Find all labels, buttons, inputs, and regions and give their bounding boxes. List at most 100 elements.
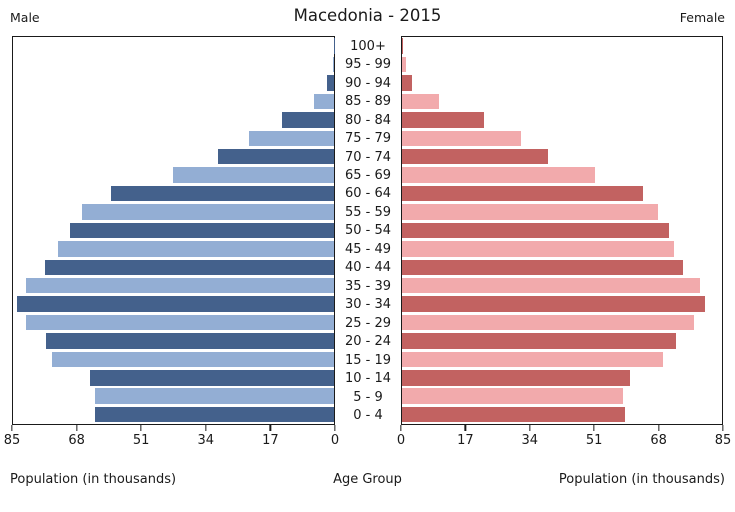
female-bar — [402, 351, 664, 368]
female-bar — [402, 277, 700, 294]
age-group-axis: 100+ 95 - 99 90 - 94 85 - 89 80 - 84 75 - 79 7… — [335, 36, 401, 425]
age-group-label: 100+ — [350, 38, 386, 54]
male-bar-row — [13, 387, 334, 405]
axis-tick — [464, 425, 467, 431]
axis-tick-label: 51 — [585, 433, 603, 448]
male-bar-row — [13, 184, 334, 202]
age-group-label: 60 - 64 — [344, 186, 392, 202]
male-bar-row — [13, 332, 334, 350]
female-bar — [402, 333, 677, 349]
male-bar-row — [13, 369, 334, 387]
female-bar-row — [402, 240, 722, 258]
male-bar-row — [13, 221, 334, 239]
chart-title: Macedonia - 2015 — [293, 6, 442, 25]
male-bar — [281, 112, 334, 128]
female-bar-row — [402, 203, 722, 221]
axis-tick-label: 0 — [396, 433, 406, 448]
age-group-label: 25 - 29 — [344, 315, 392, 331]
axis-tick — [657, 425, 660, 431]
male-bar — [313, 93, 334, 110]
age-group-label: 75 - 79 — [344, 131, 392, 147]
axis-tick-label: 0 — [330, 433, 340, 448]
age-group-label: 10 - 14 — [344, 371, 392, 387]
male-bar — [45, 259, 334, 276]
age-group-axis-title: Age Group — [333, 472, 402, 487]
age-group-label: 40 - 44 — [344, 260, 392, 276]
male-bar-row — [13, 240, 334, 258]
chart-header: Male Macedonia - 2015 Female — [10, 6, 725, 25]
male-bar-row — [13, 276, 334, 294]
female-bar — [402, 406, 625, 423]
axis-tick-label: 68 — [650, 433, 667, 448]
female-bar-row — [402, 92, 722, 110]
male-bar-row — [13, 111, 334, 129]
age-group-label: 55 - 59 — [344, 204, 392, 220]
female-bar — [402, 148, 549, 165]
axis-tick — [75, 425, 78, 431]
male-bar-row — [13, 55, 334, 73]
male-axis-title: Population (in thousands) — [10, 472, 177, 487]
male-bar — [69, 222, 334, 239]
axis-tick-label: 68 — [68, 433, 85, 448]
female-bar-row — [402, 129, 722, 147]
female-bar-row — [402, 37, 722, 55]
female-bar — [402, 314, 695, 331]
male-x-axis: 85 68 51 34 17 0 — [4, 425, 339, 457]
age-group-label: 65 - 69 — [344, 168, 392, 184]
female-bar — [402, 370, 630, 386]
male-bar-row — [13, 74, 334, 92]
axis-tick — [722, 425, 724, 431]
female-bar-row — [402, 332, 722, 350]
female-bar — [402, 75, 413, 91]
male-bar — [249, 130, 334, 147]
male-bar — [45, 333, 334, 349]
female-bar-row — [402, 55, 722, 73]
female-bar-row — [402, 405, 722, 423]
male-side-label: Male — [10, 10, 40, 25]
female-bar-row — [402, 369, 722, 387]
male-bar-row — [13, 129, 334, 147]
male-bar-row — [13, 37, 334, 55]
female-bar-row — [402, 387, 722, 405]
age-group-label: 30 - 34 — [344, 297, 392, 313]
male-bar — [218, 148, 334, 165]
female-bar-row — [402, 276, 722, 294]
female-bar-row — [402, 350, 722, 368]
age-group-label: 20 - 24 — [344, 334, 392, 350]
female-bar-row — [402, 166, 722, 184]
male-bar-row — [13, 350, 334, 368]
age-group-label: 0 - 4 — [353, 408, 383, 424]
male-bar — [172, 167, 334, 183]
female-bar-row — [402, 111, 722, 129]
axis-tick-label: 17 — [457, 433, 474, 448]
age-group-label: 90 - 94 — [344, 75, 392, 91]
male-bar-row — [13, 92, 334, 110]
female-bar — [402, 388, 624, 404]
female-panel — [401, 36, 723, 425]
female-bar-row — [402, 295, 722, 313]
axis-tick-label: 34 — [197, 433, 215, 448]
female-bar — [402, 167, 596, 183]
female-bar — [402, 222, 670, 239]
axis-tick-label: 34 — [521, 433, 539, 448]
female-bar-row — [402, 184, 722, 202]
female-bar-row — [402, 313, 722, 331]
age-group-label: 45 - 49 — [344, 241, 392, 257]
axis-tick-label: 85 — [714, 433, 732, 448]
male-bar — [94, 406, 334, 423]
chart-area: 100+ 95 - 99 90 - 94 85 - 89 80 - 84 75 - 79 7… — [12, 36, 723, 425]
male-bar — [82, 204, 334, 220]
male-bar-row — [13, 313, 334, 331]
female-bar — [402, 204, 659, 220]
female-bar — [402, 93, 439, 110]
female-bar-row — [402, 258, 722, 276]
axis-tick — [529, 425, 531, 431]
axis-tick — [334, 425, 336, 431]
axis-tick — [140, 425, 142, 431]
axis-tick — [11, 425, 13, 431]
axis-tick — [205, 425, 207, 431]
female-bar-row — [402, 148, 722, 166]
age-group-label: 95 - 99 — [344, 57, 392, 73]
male-panel — [12, 36, 335, 425]
axis-tick — [593, 425, 595, 431]
